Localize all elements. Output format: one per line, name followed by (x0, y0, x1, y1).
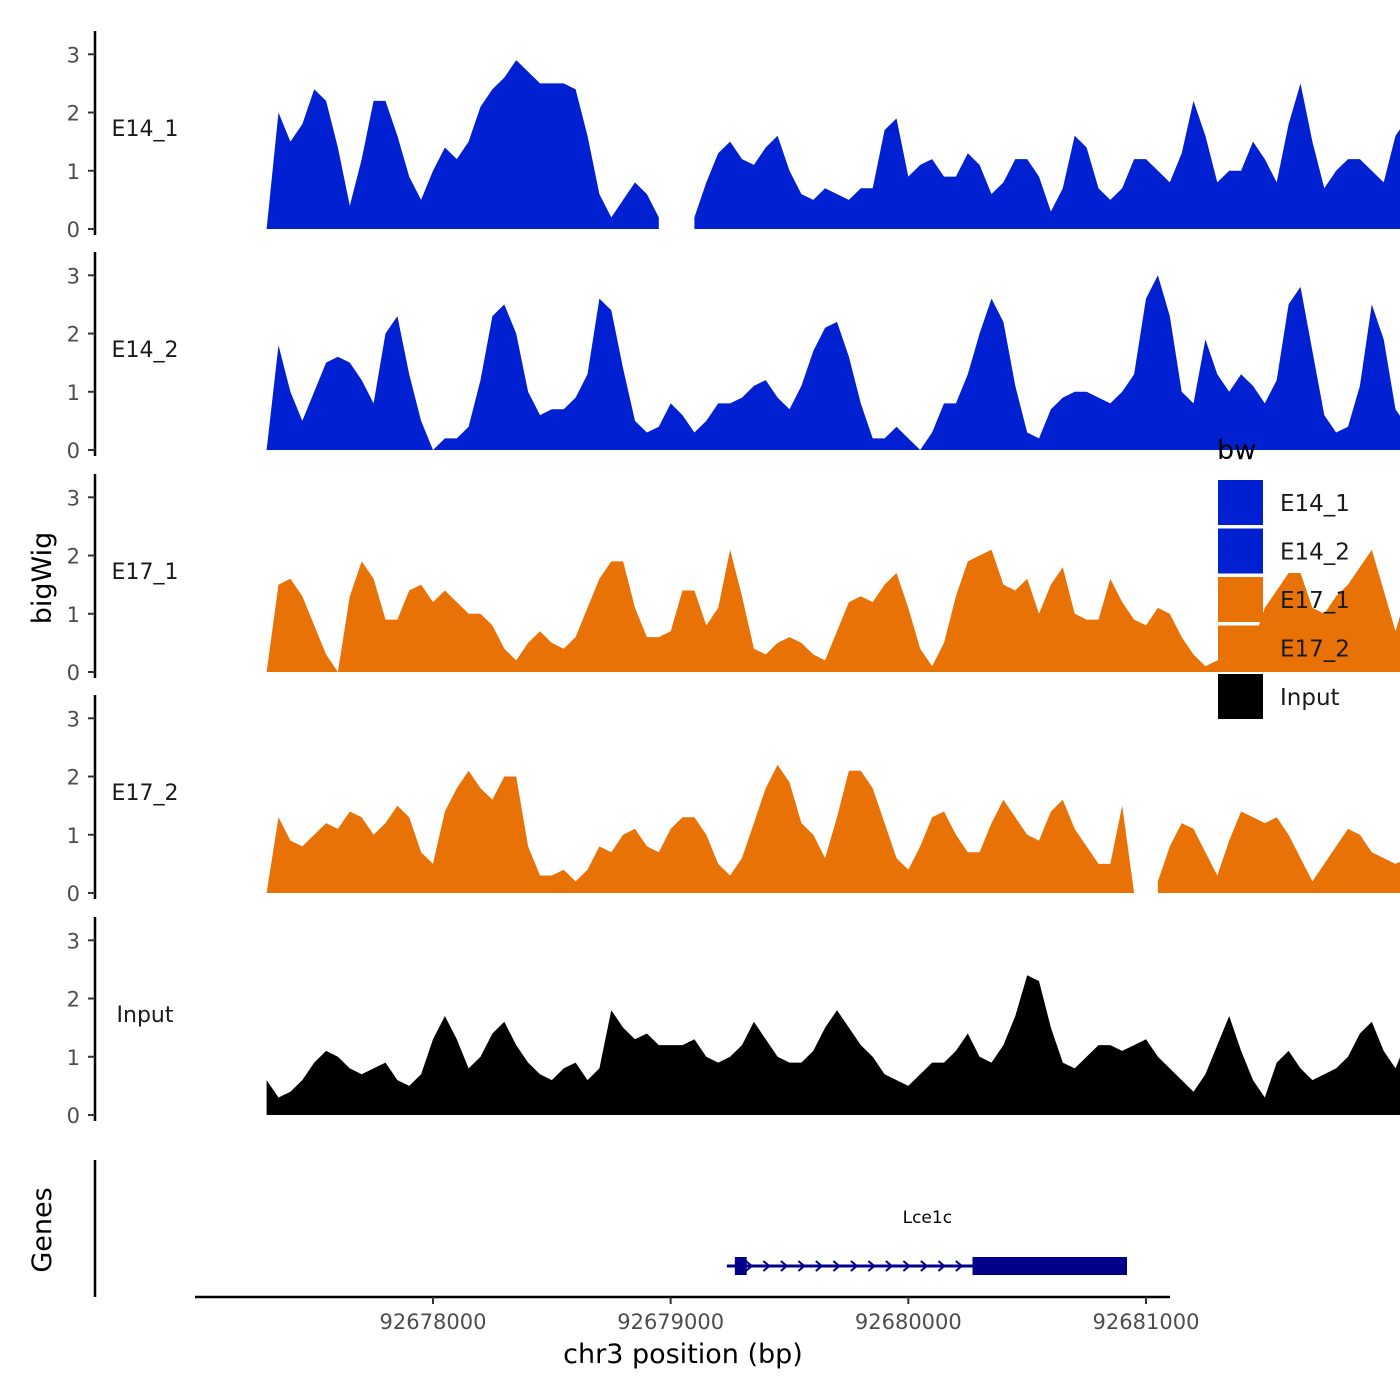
area-e17-2 (1157, 811, 1400, 893)
strand-arrow (780, 1260, 789, 1272)
legend-title: bw (1217, 435, 1256, 466)
y-tick-label: 3 (67, 929, 80, 953)
track-e17-2: 0 1 2 3 E17_2 (67, 695, 1400, 906)
y-tick-label: 1 (67, 824, 80, 848)
gene-exon (734, 1257, 747, 1275)
y-tick-label: 1 (67, 160, 80, 184)
area-e14-2 (266, 275, 1400, 450)
legend-label-e14-1: E14_1 (1280, 491, 1350, 517)
gene-track: Lce1c (93, 1160, 1127, 1297)
y-tick-label: 2 (67, 323, 80, 347)
y-tick-label: 2 (67, 988, 80, 1012)
track-e14-1: 0 1 2 3 E14_1 (67, 31, 1400, 242)
x-tick-label: 92678000 (380, 1310, 487, 1334)
track-label-e17-1: E17_1 (112, 560, 179, 585)
x-axis: 92678000 92679000 92680000 92681000 (195, 1295, 1200, 1334)
x-axis-title: chr3 position (bp) (563, 1339, 803, 1370)
y-tick-label: 0 (67, 661, 80, 685)
strand-arrow (920, 1260, 929, 1272)
strand-arrow (797, 1260, 806, 1272)
legend-label-e14-2: E14_2 (1280, 540, 1350, 566)
y-axis-title: bigWig (27, 532, 58, 625)
y-tick-label: 1 (67, 1046, 80, 1070)
strand-arrow (762, 1260, 771, 1272)
x-tick-label: 92679000 (617, 1310, 724, 1334)
y-tick-label: 0 (67, 439, 80, 463)
area-input (266, 975, 1400, 1115)
track-e17-1: 0 1 2 3 E17_1 (67, 474, 1400, 685)
y-tick-label: 3 (67, 486, 80, 510)
y-tick-label: 3 (67, 264, 80, 288)
strand-arrow (745, 1260, 754, 1272)
strand-arrow (902, 1260, 911, 1272)
track-e14-2: 0 1 2 3 E14_2 (67, 252, 1400, 463)
strand-arrow (867, 1260, 876, 1272)
strand-arrow (937, 1260, 946, 1272)
legend-swatch-e14-1 (1218, 480, 1263, 525)
y-tick-label: 1 (67, 381, 80, 405)
legend-swatch-input (1218, 674, 1263, 719)
legend-swatch-e17-1 (1218, 577, 1263, 622)
area-e14-1 (694, 83, 1400, 229)
y-tick-label: 2 (67, 766, 80, 790)
x-tick-label: 92680000 (855, 1310, 962, 1334)
strand-arrow (955, 1260, 964, 1272)
y-tick-label: 1 (67, 603, 80, 627)
y-tick-label: 0 (67, 882, 80, 906)
gene-label: Lce1c (903, 1208, 952, 1228)
genes-track-title: Genes (27, 1187, 58, 1272)
strand-arrow (815, 1260, 824, 1272)
y-tick-label: 0 (67, 1104, 80, 1128)
y-tick-label: 0 (67, 218, 80, 242)
strand-arrow (832, 1260, 841, 1272)
area-e14-1 (266, 60, 659, 229)
area-e17-1 (266, 549, 1400, 672)
y-tick-label: 2 (67, 545, 80, 569)
strand-arrow (850, 1260, 859, 1272)
legend-swatch-e14-2 (1218, 528, 1263, 574)
legend: bw E14_1 E14_2 E17_1 E17_2 Input (1217, 435, 1350, 719)
legend-label-e17-2: E17_2 (1280, 637, 1350, 663)
y-tick-label: 3 (67, 707, 80, 731)
strand-arrow (885, 1260, 894, 1272)
y-tick-label: 3 (67, 43, 80, 67)
track-label-e17-2: E17_2 (112, 781, 179, 806)
legend-swatch-e17-2 (1218, 625, 1263, 671)
y-tick-label: 2 (67, 102, 80, 126)
area-e17-2 (266, 764, 1135, 893)
track-label-input: Input (117, 1003, 174, 1028)
gene-exon (972, 1257, 1127, 1275)
track-label-e14-2: E14_2 (112, 338, 179, 363)
track-label-e14-1: E14_1 (112, 117, 179, 142)
track-input: 0 1 2 3 Input (67, 917, 1400, 1128)
legend-label-e17-1: E17_1 (1280, 588, 1350, 614)
legend-label-input: Input (1280, 685, 1340, 711)
signal-tracks: 0 1 2 3 E14_1 0 1 2 3 E14_2 0 1 2 3 E17_1 0 1 2 3 E17_2 0 1 2 3… (67, 31, 1400, 1128)
x-tick-label: 92681000 (1093, 1310, 1200, 1334)
